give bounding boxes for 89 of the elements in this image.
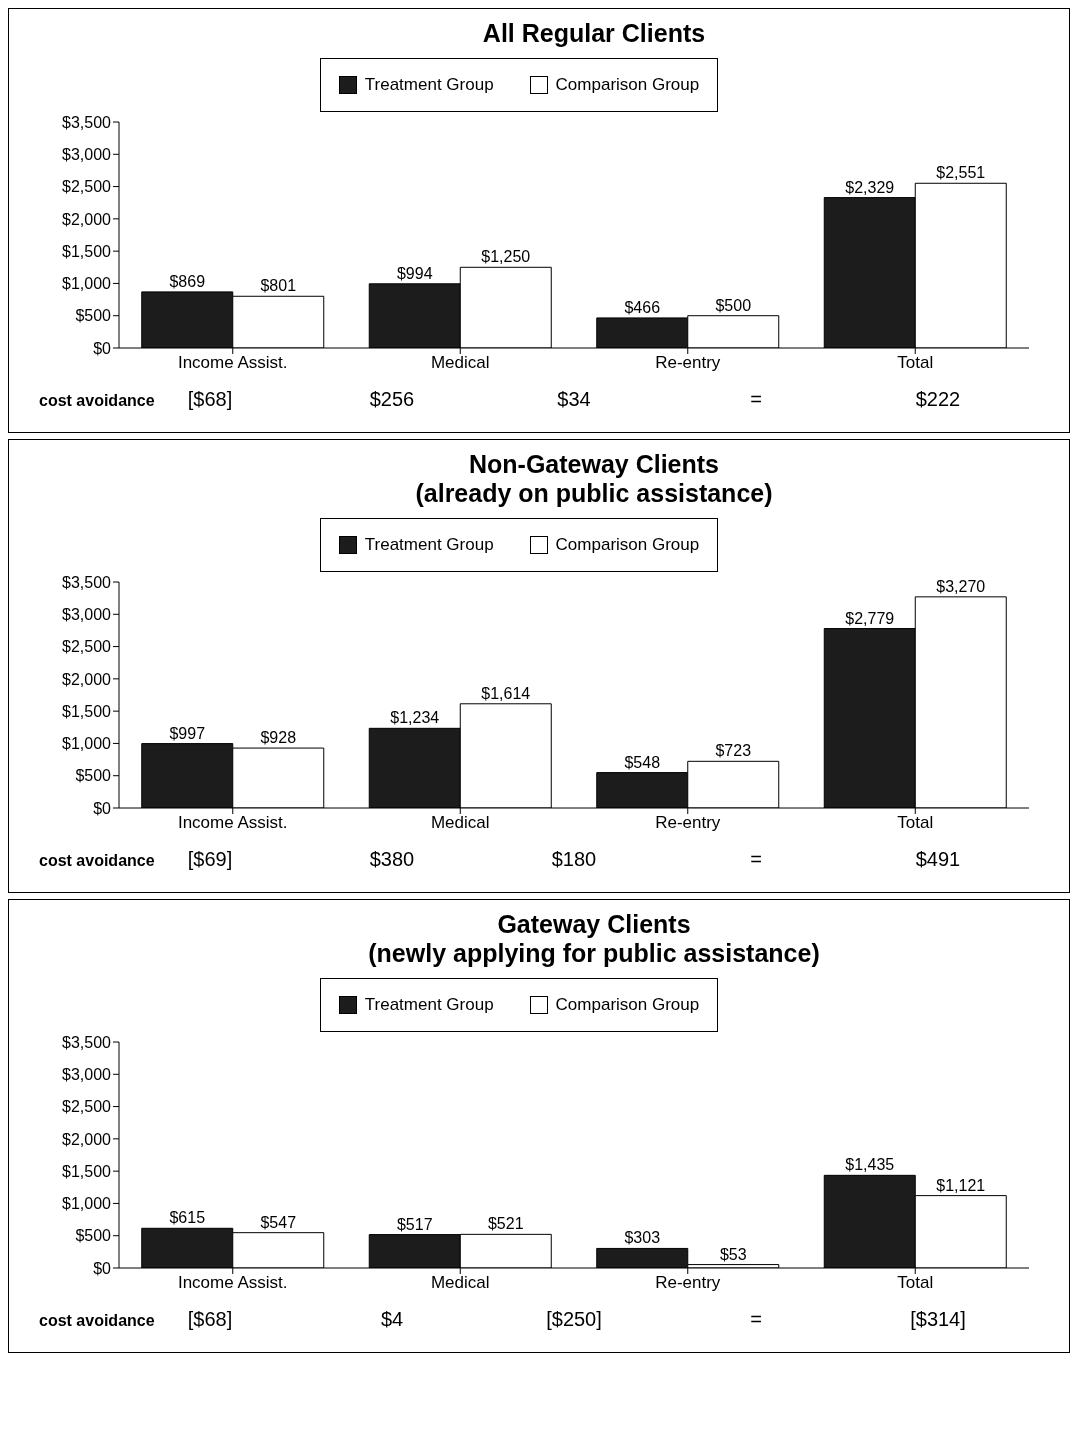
data-label: $869 — [169, 272, 206, 290]
chart-title: Gateway Clients — [496, 910, 692, 939]
x-tick-label: Total — [897, 353, 934, 373]
x-tick-label: Medical — [430, 1273, 490, 1293]
data-label: $1,250 — [481, 248, 531, 266]
y-tick-label: $3,500 — [62, 573, 112, 591]
x-tick-label: Total — [897, 813, 934, 833]
legend-label: Treatment Group — [364, 75, 494, 95]
y-tick-label: $500 — [75, 767, 112, 785]
data-label: $928 — [260, 729, 297, 747]
text: cost avoidance — [39, 1312, 155, 1330]
y-tick-label: $2,500 — [62, 638, 112, 656]
data-label: $521 — [487, 1215, 524, 1233]
y-tick-label: $2,500 — [62, 1098, 112, 1116]
text: $380 — [369, 848, 415, 871]
y-tick-label: $1,000 — [62, 275, 112, 293]
data-label: $801 — [260, 277, 297, 295]
text: $34 — [557, 388, 591, 411]
text: [$250] — [546, 1308, 602, 1331]
text: $491 — [915, 848, 961, 871]
x-tick-label: Medical — [430, 353, 490, 373]
y-tick-label: $2,500 — [62, 178, 112, 196]
y-tick-label: $1,500 — [62, 242, 112, 260]
chart-title: All Regular Clients — [481, 19, 707, 48]
text: [$68] — [187, 388, 233, 411]
y-tick-label: $3,000 — [62, 1065, 112, 1083]
y-tick-label: $500 — [75, 1227, 112, 1245]
y-tick-label: $500 — [75, 307, 112, 325]
legend-label: Treatment Group — [364, 535, 494, 555]
data-label: $1,234 — [390, 709, 440, 727]
text: cost avoidance — [39, 852, 155, 870]
x-tick-label: Medical — [430, 813, 490, 833]
data-label: $994 — [396, 264, 433, 282]
legend-label: Treatment Group — [364, 995, 494, 1015]
data-label: $500 — [715, 296, 752, 314]
chart-subtitle: (already on public assistance) — [414, 479, 774, 508]
chart-subtitle: (newly applying for public assistance) — [367, 939, 821, 968]
legend-label: Comparison Group — [555, 75, 700, 95]
data-label: $1,121 — [936, 1176, 986, 1194]
x-tick-label: Income Assist. — [177, 1273, 288, 1293]
y-tick-label: $0 — [93, 799, 112, 817]
text: $256 — [369, 388, 415, 411]
y-tick-label: $0 — [93, 339, 112, 357]
text: = — [750, 848, 762, 871]
text: $180 — [551, 848, 597, 871]
x-tick-label: Re-entry — [655, 813, 721, 833]
x-tick-label: Re-entry — [655, 353, 721, 373]
text: [$69] — [187, 848, 233, 871]
data-label: $3,270 — [936, 577, 986, 595]
text: $4 — [380, 1308, 404, 1331]
data-label: $997 — [169, 724, 206, 742]
y-tick-label: $1,000 — [62, 1195, 112, 1213]
x-tick-label: Income Assist. — [177, 813, 288, 833]
data-label: $1,435 — [845, 1156, 895, 1174]
legend-label: Comparison Group — [555, 995, 700, 1015]
text: cost avoidance — [39, 392, 155, 410]
data-label: $723 — [715, 742, 752, 760]
x-tick-label: Income Assist. — [177, 353, 288, 373]
text: = — [750, 388, 762, 411]
data-label: $2,329 — [845, 178, 895, 196]
chart-title: Non-Gateway Clients — [467, 450, 721, 479]
y-tick-label: $3,500 — [62, 1033, 112, 1051]
data-label: $517 — [396, 1215, 433, 1233]
data-label: $548 — [624, 753, 661, 771]
data-label: $615 — [169, 1209, 206, 1227]
data-label: $466 — [624, 298, 661, 316]
legend-label: Comparison Group — [555, 535, 700, 555]
text: [$68] — [187, 1308, 233, 1331]
y-tick-label: $0 — [93, 1259, 112, 1277]
data-label: $303 — [624, 1229, 661, 1247]
data-label: $2,779 — [845, 609, 895, 627]
y-tick-label: $1,500 — [62, 1162, 112, 1180]
y-tick-label: $2,000 — [62, 670, 112, 688]
y-tick-label: $2,000 — [62, 210, 112, 228]
data-label: $547 — [260, 1213, 297, 1231]
y-tick-label: $2,000 — [62, 1130, 112, 1148]
y-tick-label: $3,500 — [62, 113, 112, 131]
y-tick-label: $1,500 — [62, 702, 112, 720]
x-tick-label: Total — [897, 1273, 934, 1293]
y-tick-label: $3,000 — [62, 605, 112, 623]
data-label: $53 — [719, 1245, 747, 1263]
y-tick-label: $1,000 — [62, 735, 112, 753]
x-tick-label: Re-entry — [655, 1273, 721, 1293]
data-label: $2,551 — [936, 164, 986, 182]
data-label: $1,614 — [481, 684, 531, 702]
text: [$314] — [910, 1308, 966, 1331]
text: $222 — [915, 388, 961, 411]
text: = — [750, 1308, 762, 1331]
y-tick-label: $3,000 — [62, 145, 112, 163]
